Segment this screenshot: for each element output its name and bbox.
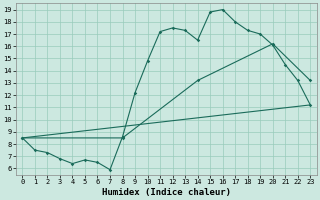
X-axis label: Humidex (Indice chaleur): Humidex (Indice chaleur) [102,188,231,197]
